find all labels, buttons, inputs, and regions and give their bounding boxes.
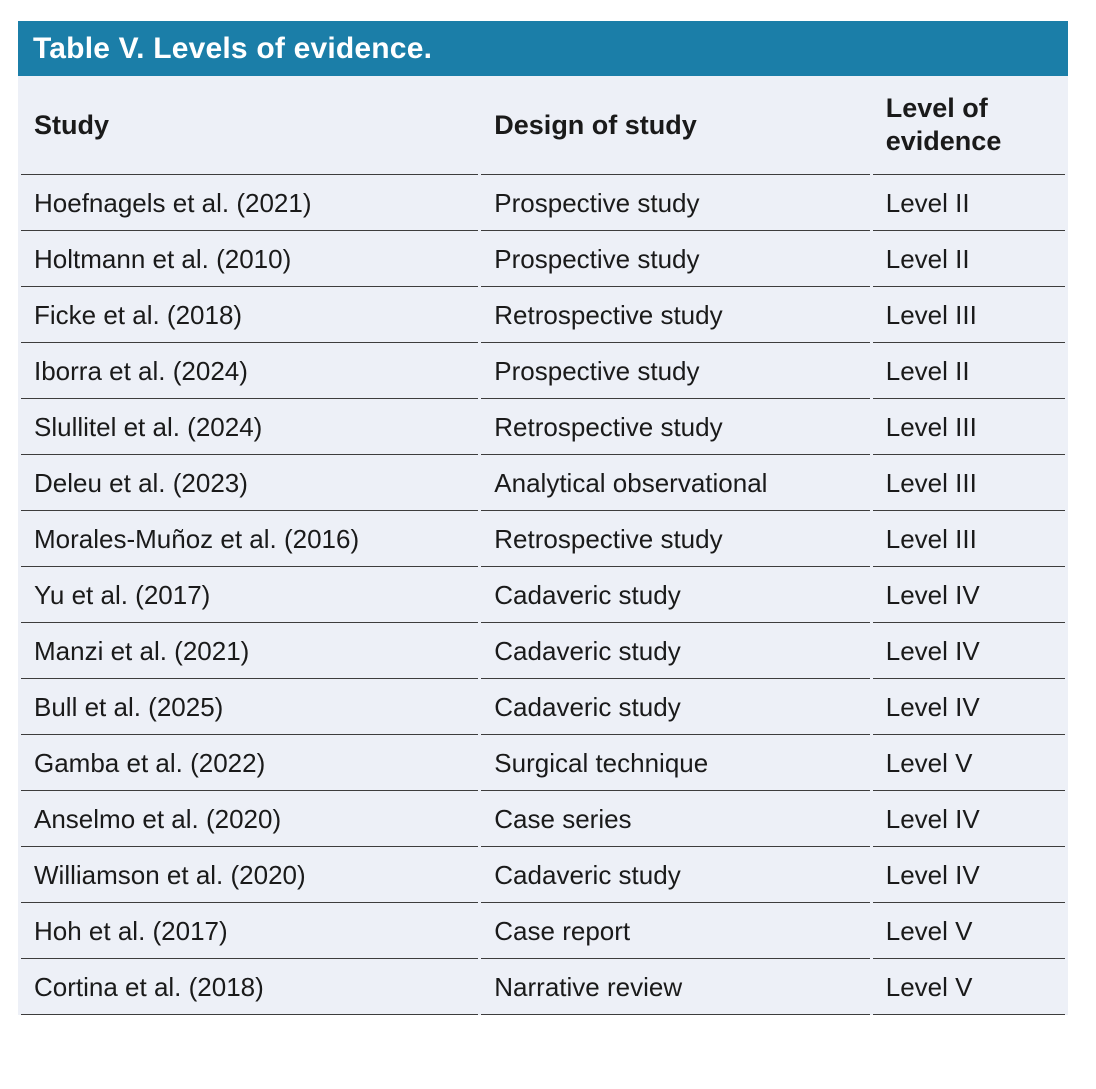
design-cell: Prospective study bbox=[481, 343, 870, 399]
study-cell: Williamson et al. (2020) bbox=[21, 847, 479, 903]
table-row: Gamba et al. (2022) Surgical technique Lev… bbox=[21, 735, 1065, 791]
design-cell: Retrospective study bbox=[481, 287, 870, 343]
evidence-cell: Level II bbox=[872, 175, 1065, 231]
table-row: Iborra et al. (2024) Prospective study Lev… bbox=[21, 343, 1065, 399]
design-cell: Case series bbox=[481, 791, 870, 847]
table-header-row: Study Design of study Level of evidence bbox=[21, 76, 1065, 175]
table-row: Ficke et al. (2018) Retrospective study Le… bbox=[21, 287, 1065, 343]
study-cell: Yu et al. (2017) bbox=[21, 567, 479, 623]
evidence-cell: Level III bbox=[872, 399, 1065, 455]
table-body: Hoefnagels et al. (2021) Prospective stud… bbox=[21, 175, 1065, 1015]
study-cell: Morales-Muñoz et al. (2016) bbox=[21, 511, 479, 567]
column-header-evidence: Level of evidence bbox=[872, 76, 1065, 175]
design-cell: Cadaveric study bbox=[481, 847, 870, 903]
study-cell: Hoefnagels et al. (2021) bbox=[21, 175, 479, 231]
evidence-cell: Level V bbox=[872, 735, 1065, 791]
evidence-cell: Level IV bbox=[872, 791, 1065, 847]
evidence-cell: Level III bbox=[872, 287, 1065, 343]
design-cell: Analytical observational bbox=[481, 455, 870, 511]
study-cell: Bull et al. (2025) bbox=[21, 679, 479, 735]
study-cell: Iborra et al. (2024) bbox=[21, 343, 479, 399]
design-cell: Narrative review bbox=[481, 959, 870, 1015]
evidence-cell: Level IV bbox=[872, 623, 1065, 679]
design-cell: Surgical technique bbox=[481, 735, 870, 791]
study-cell: Gamba et al. (2022) bbox=[21, 735, 479, 791]
evidence-cell: Level V bbox=[872, 959, 1065, 1015]
table-row: Anselmo et al. (2020) Case series Level IV bbox=[21, 791, 1065, 847]
study-cell: Deleu et al. (2023) bbox=[21, 455, 479, 511]
table-row: Williamson et al. (2020) Cadaveric study L… bbox=[21, 847, 1065, 903]
table-row: Bull et al. (2025) Cadaveric study Level I… bbox=[21, 679, 1065, 735]
study-cell: Cortina et al. (2018) bbox=[21, 959, 479, 1015]
design-cell: Cadaveric study bbox=[481, 567, 870, 623]
design-cell: Cadaveric study bbox=[481, 623, 870, 679]
evidence-cell: Level III bbox=[872, 511, 1065, 567]
evidence-cell: Level IV bbox=[872, 567, 1065, 623]
column-header-study: Study bbox=[21, 76, 479, 175]
design-cell: Prospective study bbox=[481, 231, 870, 287]
table-row: Deleu et al. (2023) Analytical observatio… bbox=[21, 455, 1065, 511]
design-cell: Prospective study bbox=[481, 175, 870, 231]
study-cell: Slullitel et al. (2024) bbox=[21, 399, 479, 455]
column-header-design: Design of study bbox=[481, 76, 870, 175]
table-row: Cortina et al. (2018) Narrative review Lev… bbox=[21, 959, 1065, 1015]
study-cell: Hoh et al. (2017) bbox=[21, 903, 479, 959]
table-row: Hoefnagels et al. (2021) Prospective stud… bbox=[21, 175, 1065, 231]
table-row: Holtmann et al. (2010) Prospective study L… bbox=[21, 231, 1065, 287]
evidence-cell: Level V bbox=[872, 903, 1065, 959]
evidence-cell: Level III bbox=[872, 455, 1065, 511]
evidence-table: Study Design of study Level of evidence … bbox=[18, 76, 1068, 1015]
design-cell: Retrospective study bbox=[481, 511, 870, 567]
table-row: Manzi et al. (2021) Cadaveric study Level … bbox=[21, 623, 1065, 679]
evidence-cell: Level IV bbox=[872, 847, 1065, 903]
design-cell: Retrospective study bbox=[481, 399, 870, 455]
study-cell: Holtmann et al. (2010) bbox=[21, 231, 479, 287]
study-cell: Manzi et al. (2021) bbox=[21, 623, 479, 679]
table-row: Yu et al. (2017) Cadaveric study Level IV bbox=[21, 567, 1065, 623]
design-cell: Case report bbox=[481, 903, 870, 959]
study-cell: Anselmo et al. (2020) bbox=[21, 791, 479, 847]
evidence-table-card: Table V. Levels of evidence. Study Desig… bbox=[18, 21, 1068, 1015]
table-title: Table V. Levels of evidence. bbox=[18, 21, 1068, 76]
table-row: Morales-Muñoz et al. (2016) Retrospective… bbox=[21, 511, 1065, 567]
evidence-cell: Level II bbox=[872, 231, 1065, 287]
design-cell: Cadaveric study bbox=[481, 679, 870, 735]
table-row: Slullitel et al. (2024) Retrospective stu… bbox=[21, 399, 1065, 455]
study-cell: Ficke et al. (2018) bbox=[21, 287, 479, 343]
evidence-cell: Level IV bbox=[872, 679, 1065, 735]
evidence-cell: Level II bbox=[872, 343, 1065, 399]
table-row: Hoh et al. (2017) Case report Level V bbox=[21, 903, 1065, 959]
